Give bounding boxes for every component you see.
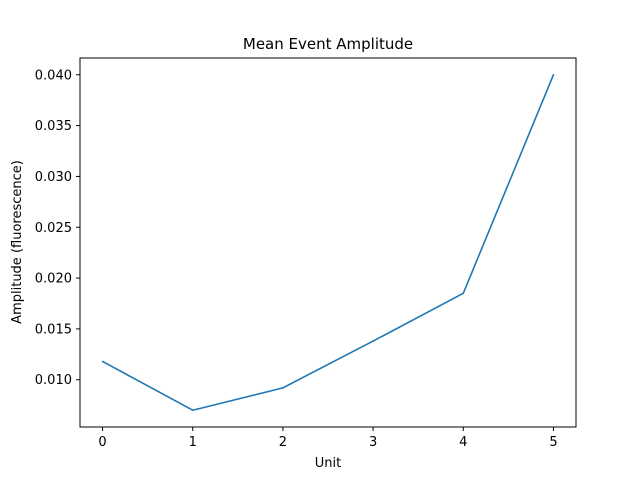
data-point <box>191 409 194 412</box>
data-point <box>372 340 374 342</box>
x-tick-label: 5 <box>549 435 557 450</box>
x-axis-label: Unit <box>315 456 341 471</box>
plot-frame <box>79 57 577 428</box>
x-axis-ticks: 0 1 2 3 4 5 <box>98 427 558 450</box>
y-axis-label: Amplitude (fluorescence) <box>10 160 25 324</box>
x-tick-label: 1 <box>189 435 197 450</box>
data-point <box>552 73 555 76</box>
y-tick-label: 0.030 <box>35 170 72 185</box>
y-tick-label: 0.025 <box>35 221 72 236</box>
y-tick-label: 0.035 <box>35 119 72 134</box>
chart-title: Mean Event Amplitude <box>243 35 413 53</box>
x-tick-label: 2 <box>279 435 287 450</box>
y-tick-label: 0.020 <box>35 272 72 287</box>
y-tick-label: 0.015 <box>35 322 72 337</box>
series-layer <box>101 73 555 412</box>
plot-background <box>80 58 576 427</box>
x-tick-label: 0 <box>98 435 106 450</box>
y-tick-label: 0.010 <box>35 373 72 388</box>
y-axis-ticks: 0.010 0.015 0.020 0.025 0.030 0.035 0.040 <box>35 68 80 388</box>
data-point <box>101 360 104 363</box>
x-tick-label: 3 <box>369 435 377 450</box>
y-tick-label: 0.040 <box>35 68 72 83</box>
data-point <box>462 292 465 295</box>
x-tick-label: 4 <box>459 435 467 450</box>
series-line <box>102 74 555 412</box>
data-point <box>282 387 284 389</box>
